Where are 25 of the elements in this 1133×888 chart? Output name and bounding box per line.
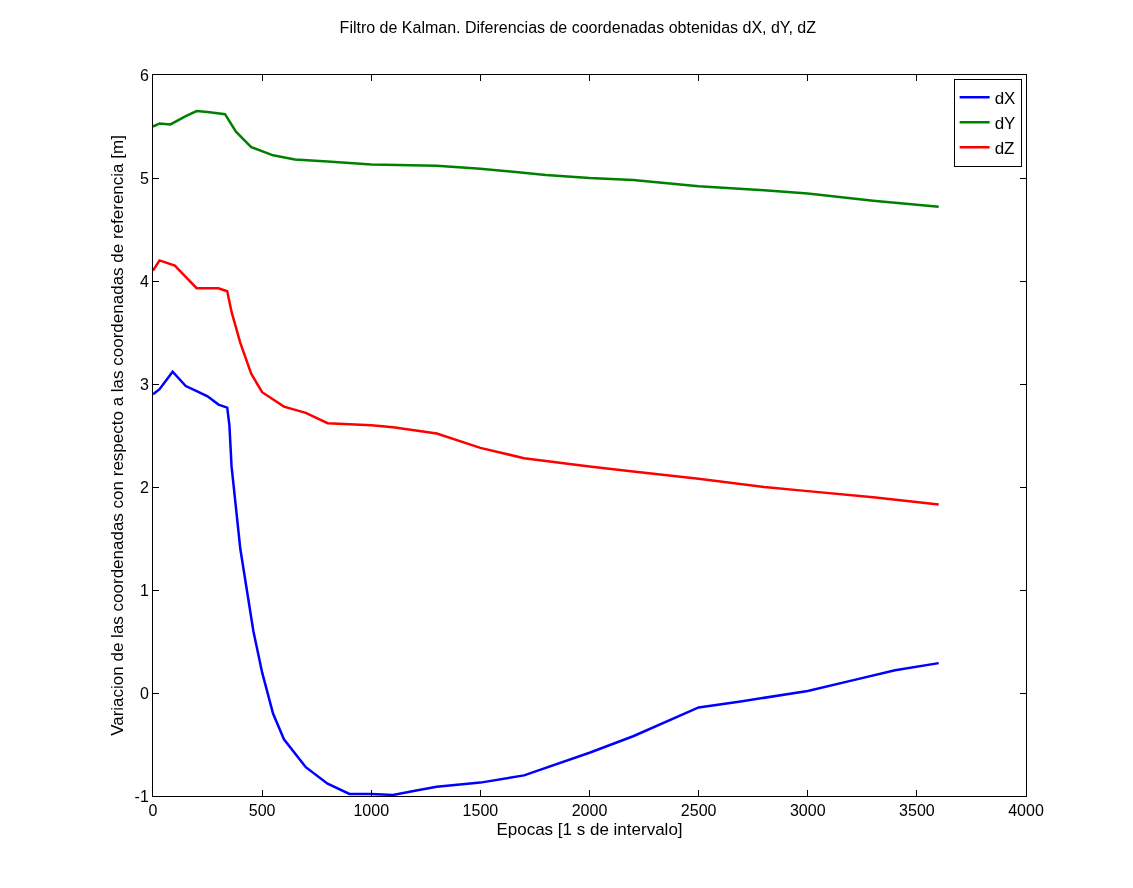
x-tick-label: 1500 (462, 802, 499, 820)
y-tick-label: -1 (134, 787, 149, 805)
x-tick-label: 4000 (1008, 802, 1044, 820)
y-tick-label: 5 (139, 169, 149, 187)
x-tick-label: 3000 (789, 802, 826, 820)
chart-title: Filtro de Kalman. Diferencias de coordenadas obtenidas dX, dY, dZ (339, 19, 817, 37)
x-tick-label: 3500 (899, 802, 935, 820)
line-series (153, 109, 940, 209)
y-tick-label: 3 (139, 375, 149, 393)
line-series (153, 370, 940, 796)
x-tick-label: 500 (248, 802, 276, 820)
legend-label: dY (994, 113, 1016, 133)
legend-label: dZ (994, 138, 1015, 158)
y-tick-label: 6 (139, 66, 149, 84)
x-tick-label: 2500 (680, 802, 717, 820)
line-series (153, 259, 940, 506)
x-tick-label: 2000 (571, 802, 608, 820)
y-tick-label: 2 (139, 478, 149, 496)
y-tick-label: 4 (139, 272, 149, 290)
y-axis-title: Variacion de las coordenadas con respecto a las coordenadas de referencia [m] (108, 135, 128, 736)
y-tick-label: 1 (139, 581, 149, 599)
x-axis-title: Epocas [1 s de intervalo] (496, 819, 683, 839)
y-tick-label: 0 (139, 684, 149, 702)
legend-label: dX (994, 88, 1016, 108)
x-tick-label: 1000 (353, 802, 390, 820)
